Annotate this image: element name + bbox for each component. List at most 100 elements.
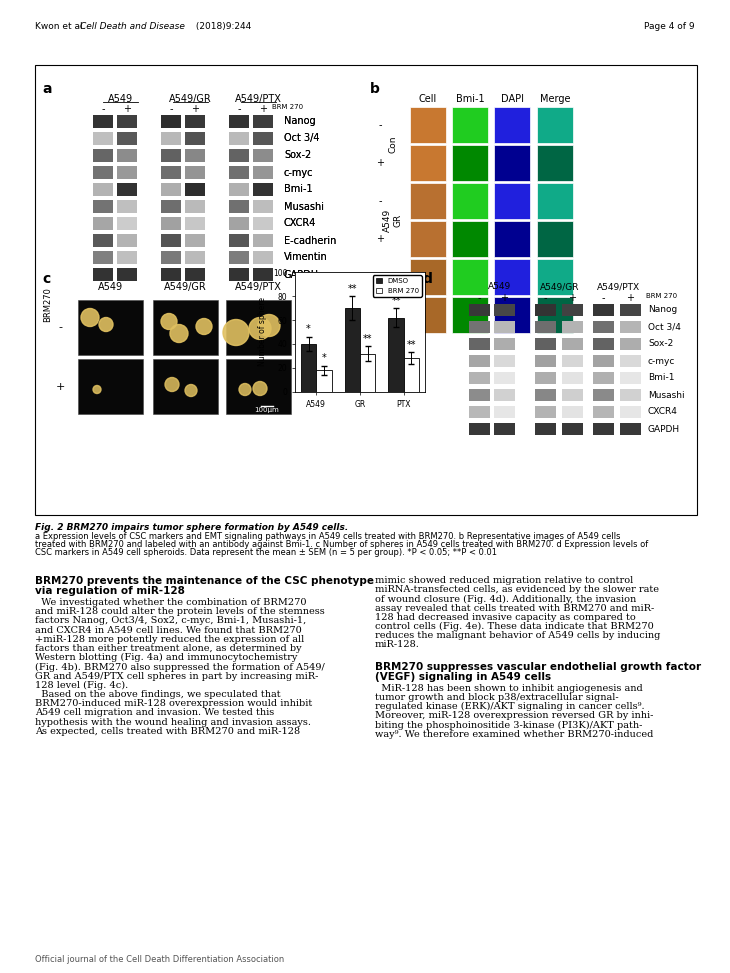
Text: Bmi-1: Bmi-1	[648, 374, 675, 382]
Bar	[229, 268, 249, 281]
Bar	[537, 183, 573, 219]
Text: 128 had decreased invasive capacity as compared to: 128 had decreased invasive capacity as c…	[375, 613, 636, 622]
Bar	[593, 389, 613, 401]
Text: A549: A549	[97, 282, 123, 292]
Bar	[161, 132, 181, 145]
Text: CXCR4: CXCR4	[284, 219, 316, 229]
Text: CXCR4: CXCR4	[648, 408, 678, 416]
Bar	[117, 132, 137, 145]
Bar	[494, 297, 530, 333]
Bar	[117, 166, 137, 179]
Text: +: +	[55, 381, 65, 391]
Text: Page 4 of 9: Page 4 of 9	[645, 22, 695, 31]
Bar	[117, 200, 137, 213]
Text: CSC markers in A549 cell spheroids. Data represent the mean ± SEM (n = 5 per gro: CSC markers in A549 cell spheroids. Data…	[35, 548, 497, 557]
Bar	[561, 321, 583, 333]
Text: **: **	[407, 340, 416, 350]
Bar	[493, 372, 515, 384]
Text: -: -	[378, 272, 382, 282]
Bar	[452, 145, 488, 181]
Text: -: -	[58, 322, 62, 333]
Bar	[229, 217, 249, 230]
Text: Based on the above findings, we speculated that: Based on the above findings, we speculat…	[35, 690, 280, 699]
Bar	[93, 234, 113, 247]
Bar	[253, 200, 273, 213]
Bar	[185, 200, 205, 213]
Text: *: *	[321, 353, 326, 363]
Text: c-myc: c-myc	[284, 167, 313, 177]
Text: Cell Death and Disease: Cell Death and Disease	[80, 22, 185, 31]
Bar	[410, 221, 446, 257]
Bar	[229, 234, 249, 247]
Bar	[229, 183, 249, 196]
Bar	[620, 355, 640, 367]
Bar	[93, 149, 113, 162]
Bar	[93, 217, 113, 230]
Text: a Expression levels of CSC markers and EMT signaling pathways in A549 cells trea: a Expression levels of CSC markers and E…	[35, 532, 620, 541]
Bar	[153, 359, 218, 414]
Bar	[253, 200, 273, 213]
Text: -: -	[378, 196, 382, 206]
Bar	[185, 132, 205, 145]
Circle shape	[249, 317, 271, 340]
Text: +: +	[626, 293, 634, 303]
Bar	[229, 217, 249, 230]
Bar	[185, 115, 205, 128]
Text: BRM270: BRM270	[44, 287, 53, 322]
Bar	[494, 221, 530, 257]
Text: and miR-128 could alter the protein levels of the stemness: and miR-128 could alter the protein leve…	[35, 607, 325, 616]
Text: **: **	[391, 296, 401, 306]
Bar	[534, 355, 556, 367]
Bar	[117, 251, 137, 264]
Bar	[117, 132, 137, 145]
Bar	[93, 200, 113, 213]
Bar	[537, 221, 573, 257]
Bar	[345, 308, 360, 392]
Text: -: -	[101, 104, 104, 114]
Bar	[229, 166, 249, 179]
Bar	[117, 115, 137, 128]
Text: Sox-2: Sox-2	[648, 340, 673, 348]
Text: mimic showed reduced migration relative to control: mimic showed reduced migration relative …	[375, 576, 633, 585]
Text: hypothesis with the wound healing and invasion assays.: hypothesis with the wound healing and in…	[35, 718, 311, 727]
Bar	[537, 107, 573, 143]
Text: Moreover, miR-128 overexpression reversed GR by inhi-: Moreover, miR-128 overexpression reverse…	[375, 711, 653, 720]
Text: Bmi-1: Bmi-1	[456, 94, 484, 104]
Text: **: **	[363, 334, 372, 344]
Bar	[93, 115, 113, 128]
Bar	[185, 217, 205, 230]
Bar	[93, 149, 113, 162]
Text: 100μm: 100μm	[254, 407, 279, 413]
Bar	[161, 149, 181, 162]
Bar	[494, 107, 530, 143]
Text: a: a	[42, 82, 52, 96]
Bar	[253, 166, 273, 179]
Text: -: -	[602, 293, 604, 303]
Text: +: +	[568, 293, 576, 303]
Text: (VEGF) signaling in A549 cells: (VEGF) signaling in A549 cells	[375, 671, 551, 682]
Text: Musashi: Musashi	[284, 201, 324, 211]
Text: PTX: PTX	[388, 288, 398, 305]
Bar	[253, 234, 273, 247]
Text: regulated kinase (ERK)/AKT signaling in cancer cells⁹.: regulated kinase (ERK)/AKT signaling in …	[375, 702, 645, 711]
Text: *: *	[306, 324, 311, 335]
Circle shape	[170, 325, 188, 342]
Bar	[316, 371, 331, 392]
Text: (Fig. 4b). BRM270 also suppressed the formation of A549/: (Fig. 4b). BRM270 also suppressed the fo…	[35, 663, 325, 671]
Bar	[534, 304, 556, 316]
Bar	[561, 338, 583, 350]
Bar	[185, 234, 205, 247]
Bar	[161, 149, 181, 162]
Bar	[229, 200, 249, 213]
Bar	[229, 200, 249, 213]
Text: A549: A549	[107, 94, 133, 104]
Bar	[561, 423, 583, 435]
Bar	[161, 115, 181, 128]
Bar	[620, 423, 640, 435]
Bar	[229, 115, 249, 128]
Bar	[493, 355, 515, 367]
Bar	[620, 338, 640, 350]
Circle shape	[185, 384, 197, 397]
Text: A549/PTX: A549/PTX	[234, 282, 282, 292]
Text: A549/GR: A549/GR	[169, 94, 212, 104]
